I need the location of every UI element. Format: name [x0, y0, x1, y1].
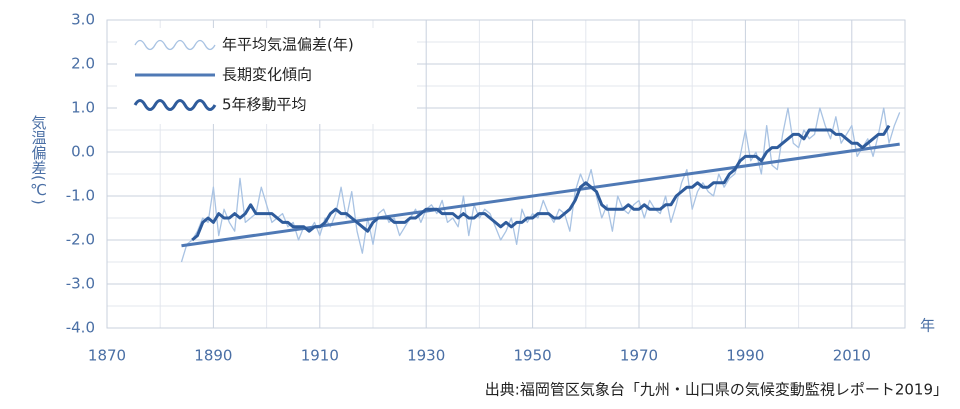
- legend-label: 5年移動平均: [222, 96, 307, 114]
- y-tick-label: 2.0: [71, 55, 95, 73]
- x-axis-label: 年: [920, 317, 935, 335]
- series-line: [191, 124, 891, 242]
- y-tick-label: 1.0: [71, 99, 95, 117]
- x-tick-label: 1910: [301, 347, 339, 365]
- y-tick-label: 3.0: [71, 11, 95, 29]
- series-line: [181, 142, 900, 248]
- x-tick-label: 1870: [88, 347, 126, 365]
- x-tick-label: 1970: [620, 347, 658, 365]
- series-line: [180, 107, 901, 263]
- x-tick-label: 1930: [407, 347, 445, 365]
- legend-label: 長期変化傾向: [222, 66, 312, 84]
- legend-swatch: [134, 39, 216, 51]
- y-tick-label: -4.0: [66, 319, 95, 337]
- y-axis-label: 気温偏差(℃): [30, 115, 48, 205]
- legend-label: 年平均気温偏差(年): [222, 36, 354, 54]
- x-tick-label: 1890: [194, 347, 232, 365]
- y-tick-label: 0.0: [71, 143, 95, 161]
- y-tick-label: -3.0: [66, 275, 95, 293]
- x-tick-label: 1990: [726, 347, 764, 365]
- y-tick-label: -1.0: [66, 187, 95, 205]
- source-note: 出典:福岡管区気象台「九州・山口県の気候変動監視レポート2019」: [485, 381, 948, 399]
- x-tick-label: 2010: [833, 347, 871, 365]
- legend-swatch: [133, 99, 217, 111]
- legend: 年平均気温偏差(年) 長期変化傾向 5年移動平均: [117, 28, 417, 124]
- y-tick-label: -2.0: [66, 231, 95, 249]
- x-tick-label: 1950: [514, 347, 552, 365]
